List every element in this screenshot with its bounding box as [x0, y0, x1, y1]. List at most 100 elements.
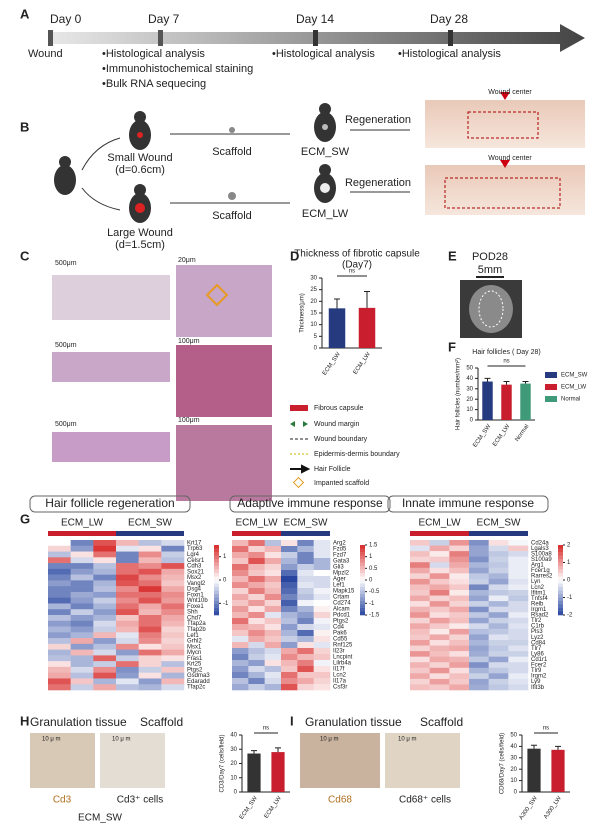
y-axis-label: CD3/Day7 (cells/field) [220, 734, 226, 792]
heatmap-cell [281, 588, 298, 595]
label: Cd68⁺ cells [399, 795, 451, 806]
heatmap-cell [449, 562, 470, 569]
heatmap-cell [469, 562, 489, 569]
heatmap-cell [93, 672, 117, 679]
heatmap-cell [70, 586, 94, 593]
heatmap-cell [138, 620, 162, 627]
heatmap-cell [161, 545, 185, 552]
heatmap-cell [232, 558, 249, 565]
gene-label: Shh [187, 610, 198, 616]
x-tick-label: ECM_LW [492, 423, 512, 447]
y-tick-label: 20 [230, 761, 237, 767]
heatmap-cell [264, 684, 282, 691]
heatmap-cell [508, 651, 529, 657]
label: ECM_SW [301, 146, 350, 158]
heatmap-cell [161, 643, 185, 650]
heatmap-cell [429, 667, 450, 674]
heatmap-cell [488, 684, 509, 691]
heatmap-cell [161, 626, 185, 633]
micrograph [385, 733, 460, 788]
heatmap-cell [469, 551, 489, 557]
gene-label: Rarres2 [531, 574, 553, 580]
heatmap-cell [264, 606, 282, 613]
heatmap-cell [508, 628, 529, 635]
y-tick-label: 30 [230, 747, 237, 753]
gene-label: Dsg4 [187, 587, 202, 593]
heatmap-cell [48, 672, 71, 679]
error-bar [531, 744, 537, 749]
y-axis-label: Hair follicles (number/mm²) [456, 358, 462, 430]
colorbar [360, 587, 365, 591]
panel-label: E [448, 248, 457, 263]
y-tick-label: 0 [314, 346, 318, 352]
heatmap-cell [116, 540, 139, 547]
heatmap-cell [313, 612, 331, 619]
heatmap-cell [469, 567, 489, 574]
mouse [314, 103, 336, 142]
heatmap-cell [429, 662, 450, 669]
colorbar [360, 548, 365, 553]
y-tick-label: 0 [234, 790, 238, 796]
colorbar-label: -1.5 [369, 613, 380, 619]
heatmap-cell [70, 615, 94, 622]
colorbar [558, 594, 563, 598]
wound-arrow [500, 92, 510, 168]
group-label: ECM_SW [477, 518, 521, 529]
heatmap-cell [232, 636, 249, 643]
heatmap-cell [161, 586, 185, 593]
colorbar [558, 573, 563, 577]
colorbar [214, 573, 219, 577]
colorbar [360, 594, 365, 598]
legend-entry: ECM_SW [561, 373, 588, 379]
wound-box [467, 111, 539, 139]
gene-label: Vangl2 [187, 581, 206, 587]
heatmap-cell [449, 651, 470, 657]
heatmap-cell [410, 617, 430, 624]
heatmap-cell [70, 557, 94, 564]
gene-label: Tnfsf4 [531, 596, 548, 602]
gene-label: Trp63 [187, 546, 203, 552]
colorbar [558, 548, 563, 553]
heatmap-cell [449, 678, 470, 685]
colorbar [360, 545, 365, 549]
heatmap-cell [93, 557, 117, 564]
heatmap-cell [488, 623, 509, 630]
heatmap-cell [48, 649, 71, 656]
heatmap-cell [248, 630, 265, 637]
heatmap-cell [161, 591, 185, 598]
heatmap-cell [116, 545, 139, 552]
y-tick-label: 10 [510, 778, 517, 784]
heatmap-cell [116, 568, 139, 575]
heatmap-cell [70, 574, 94, 581]
heatmap-cell [297, 648, 314, 655]
heatmap-cell [410, 606, 430, 613]
colorbar [558, 611, 563, 616]
heatmap-cell [48, 557, 71, 564]
heatmap-cell [264, 672, 282, 679]
colorbar [558, 576, 563, 581]
colorbar-label: 0 [567, 578, 571, 584]
heatmap-cell [281, 600, 298, 607]
heatmap-cell [508, 645, 529, 652]
title-box [387, 495, 549, 513]
heatmap-cell [248, 570, 265, 577]
gene-label: Cd84 [531, 640, 546, 646]
label: Regeneration [345, 114, 411, 126]
heatmap-cell [313, 678, 331, 685]
colorbar [558, 555, 563, 560]
heatmap-cell [281, 660, 298, 667]
gene-label: Pdcd1 [333, 613, 351, 619]
micrograph [100, 733, 165, 788]
photo [469, 285, 513, 333]
colorbar [214, 562, 219, 567]
heatmap-cell [116, 551, 139, 558]
heatmap-cell [116, 661, 139, 668]
heatmap-cell [116, 615, 139, 622]
y-tick-label: 0 [514, 790, 518, 796]
gene-label: Ifitm1 [531, 590, 546, 596]
heatmap-cell [449, 556, 470, 563]
heatmap-cell [93, 586, 117, 593]
gene-label: S100a8 [531, 551, 552, 557]
legend-swatch [545, 384, 557, 390]
heatmap-cell [232, 582, 249, 589]
